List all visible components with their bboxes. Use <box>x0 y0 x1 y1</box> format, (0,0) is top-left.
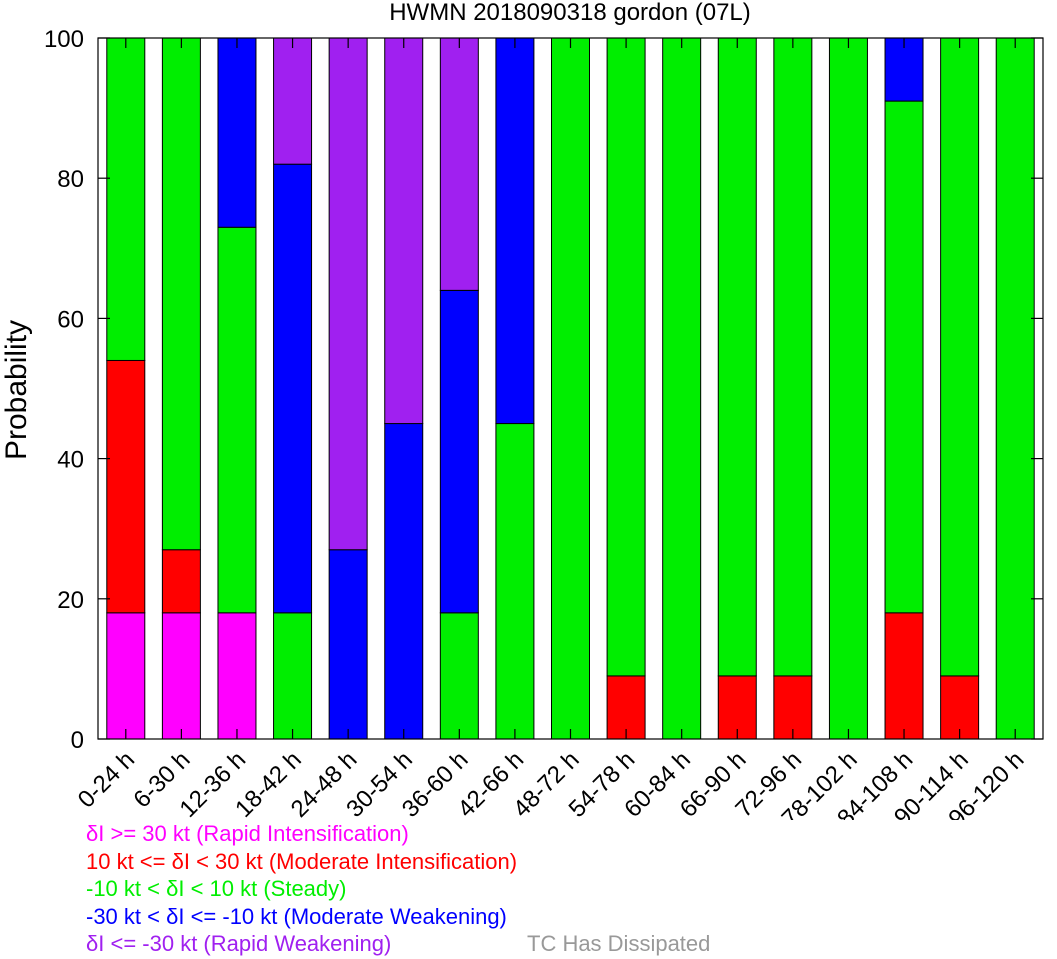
bar-segment-6-30h-s2 <box>161 37 201 551</box>
bar-segment-54-78h-s2 <box>606 37 646 677</box>
bar-segment-66-90h-s2 <box>717 37 757 677</box>
bar-segment-90-114h-s2 <box>940 37 980 677</box>
legend-item-rapid-weakening: δI <= -30 kt (Rapid Weakening) <box>86 931 392 956</box>
legend-item-steady: -10 kt < δI < 10 kt (Steady) <box>86 876 347 901</box>
y-tick-label: 60 <box>57 306 84 333</box>
bar-segment-96-120h-s2 <box>995 37 1035 740</box>
bar-segment-0-24h-s2 <box>106 37 146 361</box>
bar-segment-54-78h-s1 <box>606 675 646 740</box>
legend-item-rapid-intensification: δI >= 30 kt (Rapid Intensification) <box>86 821 409 846</box>
x-tick-label: 0-24 h <box>73 746 140 813</box>
bar-segment-78-102h-s2 <box>828 37 868 740</box>
legend-item-moderate-weakening: -30 kt < δI <= -10 kt (Moderate Weakenin… <box>86 903 507 929</box>
y-tick-label: 20 <box>57 587 84 614</box>
bar-segment-84-108h-s2 <box>884 100 924 614</box>
y-tick-label: 0 <box>71 727 84 754</box>
bar-segment-12-36h-s3 <box>217 37 257 228</box>
legend-item-moderate-intensification: 10 kt <= δI < 30 kt (Moderate Intensific… <box>86 848 518 874</box>
bar-segment-84-108h-s3 <box>884 37 924 102</box>
bar-segment-18-42h-s4 <box>273 37 313 165</box>
bar-segment-30-54h-s4 <box>384 37 424 425</box>
bar-segment-12-36h-s2 <box>217 226 257 614</box>
y-tick-label: 100 <box>44 26 84 53</box>
bar-segment-72-96h-s2 <box>773 37 813 677</box>
bar-segment-24-48h-s4 <box>328 37 368 551</box>
bar-segment-6-30h-s0 <box>161 612 201 740</box>
y-tick-label: 80 <box>57 166 84 193</box>
bar-segment-42-66h-s2 <box>495 423 535 740</box>
bar-segment-36-60h-s4 <box>439 37 479 291</box>
y-tick-label: 40 <box>57 447 84 474</box>
bar-segment-30-54h-s3 <box>384 423 424 740</box>
bar-segment-42-66h-s3 <box>495 37 535 425</box>
bar-segment-84-108h-s1 <box>884 612 924 740</box>
bar-segment-66-90h-s1 <box>717 675 757 740</box>
chart-title: HWMN 2018090318 gordon (07L) <box>389 0 751 26</box>
bar-segment-18-42h-s2 <box>273 612 313 740</box>
bar-segment-12-36h-s0 <box>217 612 257 740</box>
legend-item-dissipated: TC Has Dissipated <box>527 931 711 956</box>
y-axis-label: Probability <box>0 320 33 460</box>
bar-segment-24-48h-s3 <box>328 549 368 740</box>
bar-segment-6-30h-s1 <box>161 549 201 614</box>
bar-segment-18-42h-s3 <box>273 163 313 614</box>
bar-segment-48-72h-s2 <box>551 37 590 740</box>
legend: δI >= 30 kt (Rapid Intensification) 10 k… <box>86 820 517 958</box>
bar-segment-36-60h-s3 <box>439 289 479 614</box>
bar-segment-60-84h-s2 <box>662 37 702 740</box>
bars-layer <box>106 37 1035 740</box>
bar-segment-0-24h-s0 <box>106 612 146 740</box>
bar-segment-36-60h-s2 <box>439 612 479 740</box>
bar-segment-0-24h-s1 <box>106 359 146 614</box>
